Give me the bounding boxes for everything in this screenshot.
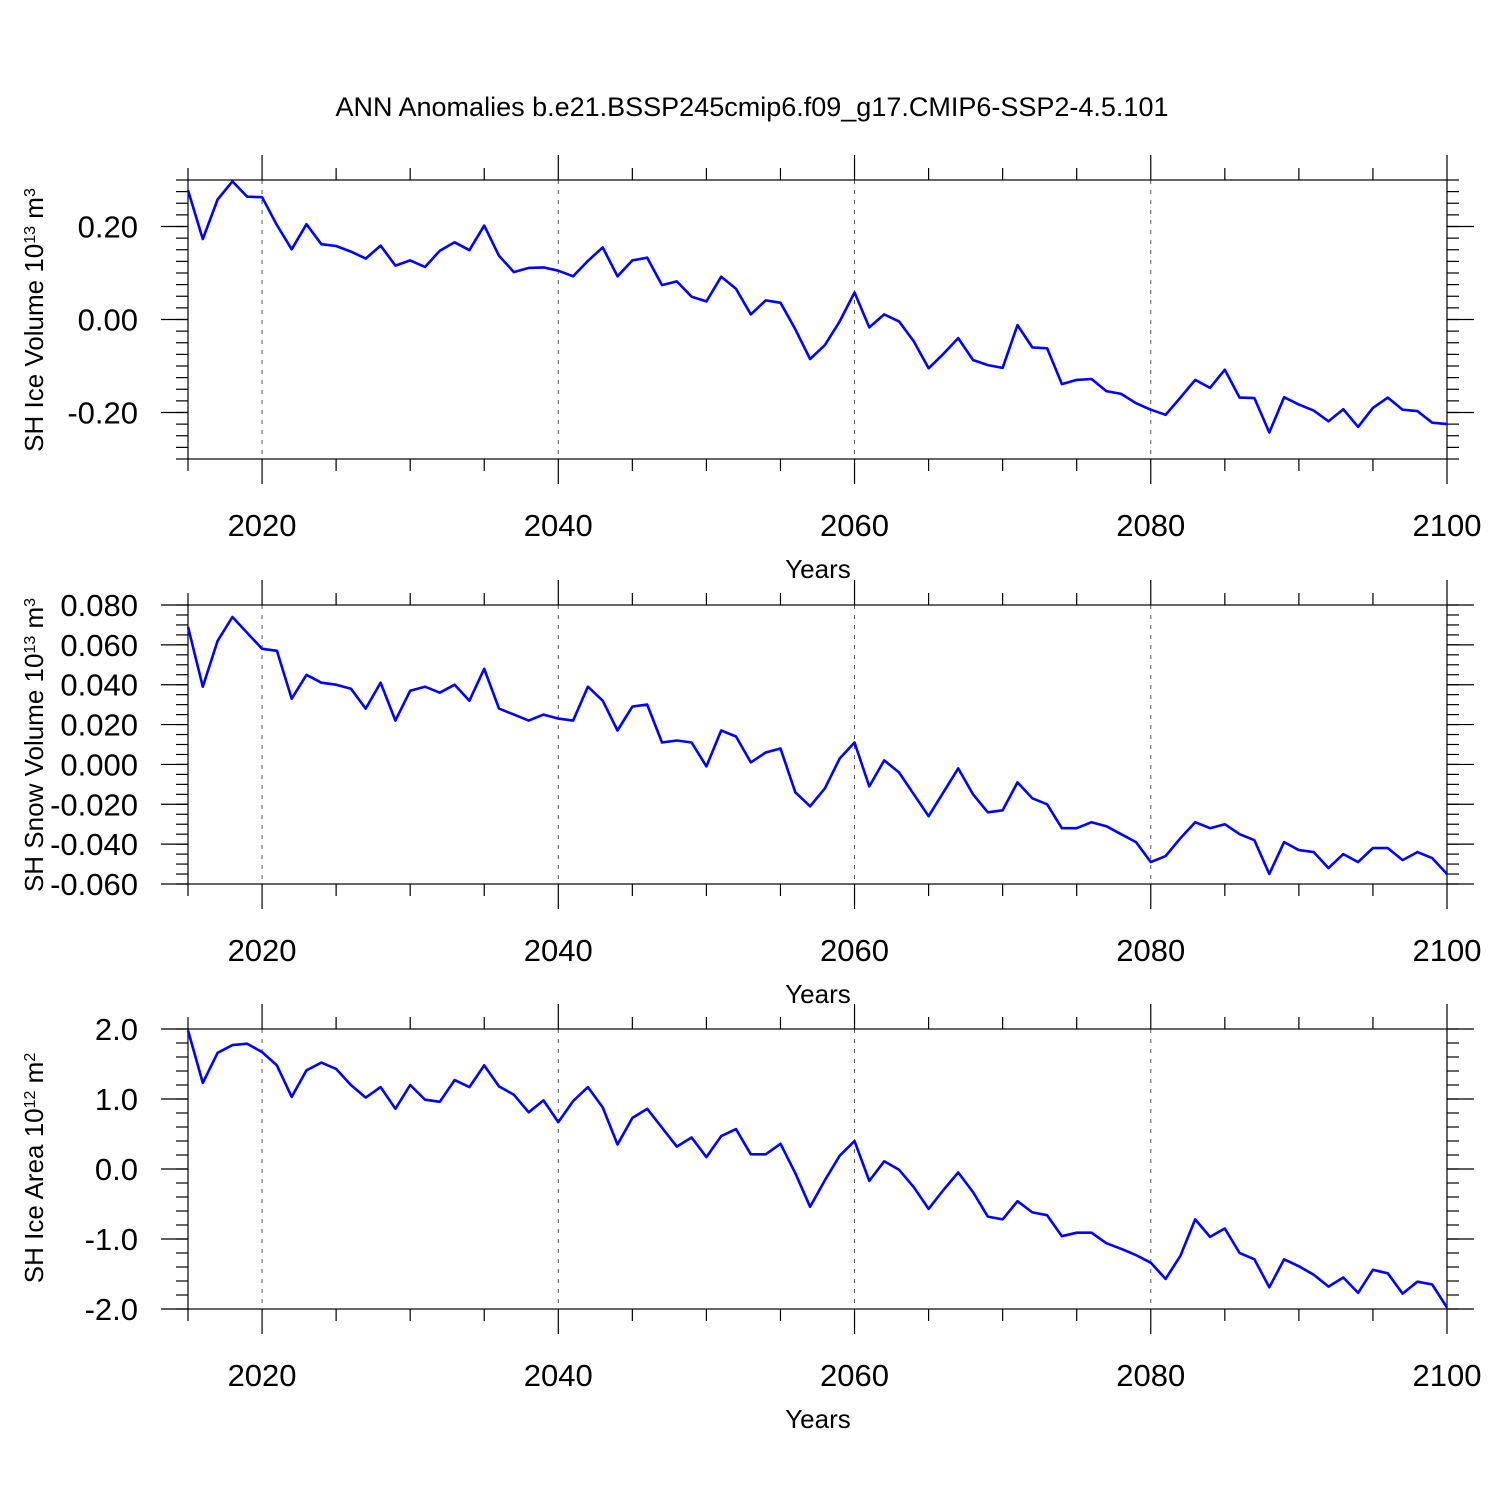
x-tick-label: 2080 (1116, 933, 1185, 968)
y-axis-label: SH Snow Volume 1013 m3 (19, 598, 49, 892)
y-tick-label: -2.0 (85, 1292, 138, 1327)
y-tick-label: -1.0 (85, 1222, 138, 1257)
y-axis-label-exp1: 13 (22, 226, 39, 244)
x-tick-label: 2080 (1116, 1358, 1185, 1393)
y-tick-label: 0.0 (95, 1152, 138, 1187)
y-tick-label: 2.0 (95, 1012, 138, 1047)
panel-ice-area: 2.0 1.0 0.0 -1.0 -2.0 2020 2040 2060 2080 2100 Yea… (19, 1004, 1481, 1434)
y-tick-label: 0.00 (78, 303, 138, 338)
x-tick-label: 2080 (1116, 508, 1185, 543)
y-axis-label-unit: m (19, 607, 49, 636)
y-tick-label: -0.060 (50, 867, 138, 902)
y-axis-label-exp1: 13 (22, 636, 39, 654)
y-axis-label-base: SH Ice Area 10 (19, 1108, 49, 1283)
y-tick-label: -0.020 (50, 787, 138, 822)
plot-frame (187, 604, 1448, 885)
x-tick-label: 2040 (524, 933, 593, 968)
y-axis-label-unit: m (19, 1062, 49, 1091)
series-line (186, 180, 1448, 434)
x-tick-label: 2060 (820, 933, 889, 968)
plot-frame (187, 179, 1448, 460)
y-tick-label: -0.20 (67, 396, 138, 431)
panel-ice-volume: 0.20 0.00 -0.20 2020 2040 2060 2080 2100 Years SH… (19, 155, 1481, 584)
y-axis-label-exp2: 2 (22, 1053, 39, 1062)
y-axis-label: SH Ice Area 1012 m2 (19, 1053, 49, 1284)
y-tick-label: 0.20 (78, 210, 138, 245)
series-line (186, 1030, 1449, 1309)
y-axis-label: SH Ice Volume 1013 m3 (19, 188, 49, 452)
y-axis-label-base: SH Ice Volume 10 (19, 244, 49, 452)
chart-title: ANN Anomalies b.e21.BSSP245cmip6.f09_g17… (336, 92, 1169, 122)
x-tick-label: 2020 (228, 1358, 297, 1393)
y-axis-label-exp2: 3 (22, 188, 39, 197)
y-tick-label: 1.0 (95, 1082, 138, 1117)
y-tick-label: 0.080 (60, 588, 138, 623)
x-tick-label: 2060 (820, 1358, 889, 1393)
x-axis-label: Years (785, 979, 851, 1009)
x-axis-label: Years (785, 1404, 851, 1434)
x-tick-label: 2060 (820, 508, 889, 543)
y-axis-label-unit: m (19, 197, 49, 226)
y-tick-label: 0.020 (60, 708, 138, 743)
x-tick-label: 2040 (524, 508, 593, 543)
panel-snow-volume: 0.080 0.060 0.040 0.020 0.000 -0.020 -0.040 -0.… (19, 580, 1481, 1009)
y-axis-label-exp1: 12 (22, 1090, 39, 1108)
y-tick-label: -0.040 (50, 827, 138, 862)
x-axis-label: Years (785, 554, 851, 584)
x-tick-label: 2100 (1413, 1358, 1482, 1393)
y-axis-label-exp2: 3 (22, 598, 39, 607)
y-tick-label: 0.000 (60, 747, 138, 782)
y-tick-label: 0.040 (60, 668, 138, 703)
x-tick-label: 2100 (1413, 508, 1482, 543)
y-axis-label-base: SH Snow Volume 10 (19, 654, 49, 892)
series-line (186, 615, 1448, 876)
x-tick-label: 2040 (524, 1358, 593, 1393)
x-tick-label: 2020 (228, 933, 297, 968)
x-tick-label: 2100 (1413, 933, 1482, 968)
x-tick-label: 2020 (228, 508, 297, 543)
y-tick-label: 0.060 (60, 628, 138, 663)
